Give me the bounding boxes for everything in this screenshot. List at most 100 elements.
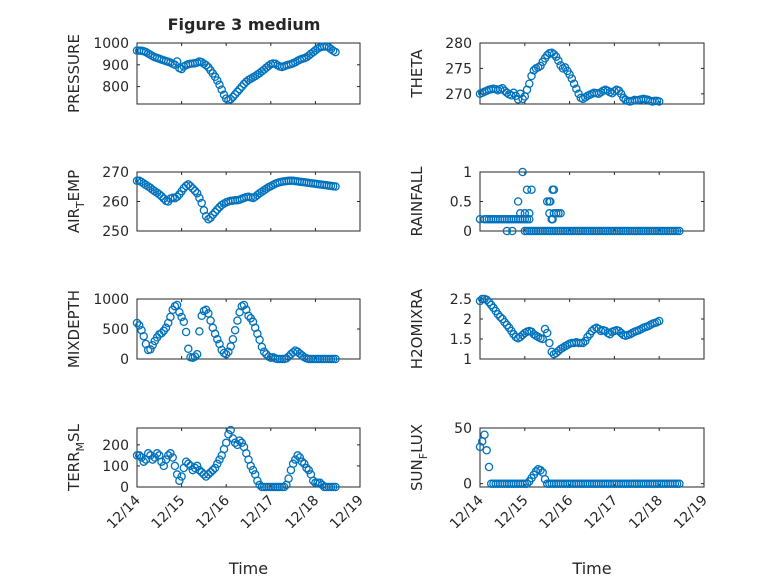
data-point [201,472,211,481]
y-axis-label-subscript: F [417,453,430,459]
data-point [155,190,164,199]
data-point [246,461,255,471]
data-point [302,463,311,473]
data-point [204,470,213,479]
data-point [516,209,525,218]
data-point [221,438,231,448]
y-axis-label: H2OMIXRA [408,288,426,369]
data-point [230,90,240,99]
data-point [675,226,684,236]
y-axis-label-rest: LUX [408,424,426,453]
data-point [293,451,302,460]
data-point [331,47,340,57]
figure-title: Figure 3 medium [168,15,321,34]
data-point [522,479,532,488]
data-point [143,449,153,458]
data-point [536,466,545,475]
y-axis-label: AIRTEMP [65,170,87,233]
data-point [554,56,563,66]
data-point [172,192,182,202]
y-axis-label-main: TERR [65,451,83,492]
data-point [284,474,293,483]
data-point [228,92,238,102]
x-tick-label: 12/19 [671,493,711,533]
data-point [475,442,485,452]
data-point [175,476,184,485]
data-point [548,214,557,224]
data-point [210,329,220,339]
y-tick-label: 0 [463,477,472,493]
x-axis-label: Time [571,559,611,578]
data-point [139,457,148,466]
series-markers [475,430,684,488]
y-tick-label: 200 [102,438,129,454]
data-point [163,451,173,460]
data-point [304,465,313,475]
data-point [545,338,554,348]
data-point [221,349,231,359]
x-tick-label: 12/14 [104,492,144,532]
data-point [540,474,550,484]
data-point [257,342,267,352]
x-tick-label: 12/16 [537,492,577,532]
y-tick-label: 2.5 [450,292,472,308]
x-tick-label: 12/18 [626,493,666,533]
y-tick-label: 500 [102,322,129,338]
subplot-1: 800 900 1000 PRESSURE [65,34,361,113]
y-tick-label: 260 [102,195,129,211]
x-tick-label: 12/17 [238,493,278,533]
data-point [525,214,534,224]
data-point [315,478,325,488]
data-point [328,482,338,492]
data-point [527,71,536,81]
data-point [572,84,581,94]
y-tick-label: 250 [102,224,129,240]
data-point [215,80,224,90]
axes-frame [136,171,361,232]
y-axis-label-subscript: M [74,442,87,452]
data-point [650,96,659,106]
data-point [525,209,534,218]
data-point [533,63,543,72]
y-tick-label: 100 [102,459,129,475]
data-point [226,94,235,104]
data-point [168,453,177,462]
y-tick-label: 1000 [93,292,129,308]
data-point [549,49,559,59]
data-point [208,210,218,220]
x-tick-label: 12/15 [149,493,189,533]
data-point [578,338,588,348]
x-tick-label: 12/19 [327,493,367,533]
x-tick-label: 12/15 [492,493,532,533]
data-point [230,325,240,335]
data-point [527,185,536,194]
subplot-2: 270 275 280 THETA [408,36,705,106]
data-point [508,226,517,236]
data-point [204,214,213,224]
data-point [190,352,200,361]
data-point [201,60,211,70]
subplot-8: 0 50 SUNFLUX 12/14 12/15 12/16 12/17 12/18 12/19… [408,421,711,578]
data-point [513,197,523,206]
x-tick-label: 12/16 [193,492,233,532]
data-point [295,453,305,462]
x-tick-label: 12/14 [447,492,487,532]
data-point [224,430,233,439]
data-point [675,479,684,488]
data-point [279,482,289,492]
data-point [244,311,253,321]
x-tick-label: 12/17 [581,493,621,533]
x-axis-label: Time [228,559,268,578]
data-point [161,323,171,333]
data-point [672,479,682,488]
data-point [495,312,505,322]
data-point [228,334,238,344]
data-point [507,91,516,100]
data-point [331,182,340,191]
y-tick-label: 275 [445,61,472,77]
data-point [139,331,148,341]
y-axis-label-main: THETA [408,49,426,99]
data-point [282,354,291,363]
y-axis-label: MIXDEPTH [65,290,83,368]
data-point [529,329,539,339]
